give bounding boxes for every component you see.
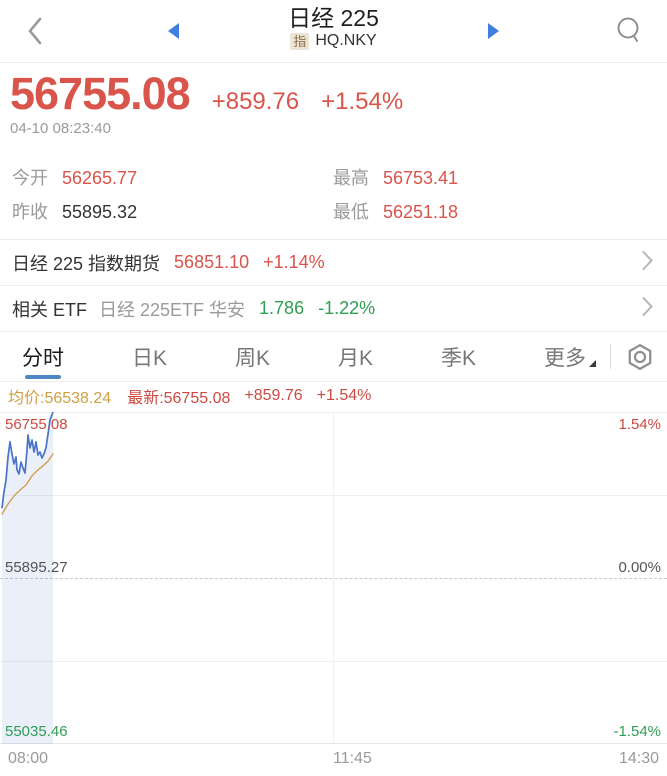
price-line-chart [1,412,54,744]
page-title: 日经 225 [288,5,379,31]
stat-low-value: 56251.18 [382,202,459,222]
futures-value: 56851.10 [174,252,250,272]
tab-quarterly-k[interactable]: 季K [440,346,476,370]
price-change: +859.76 [211,88,300,115]
latest-price-label: 最新:56755.08 [127,390,231,407]
security-code: HQ.NKY [315,32,377,49]
y-label-zero-percent: 0.00% [618,559,661,576]
stat-low: 最低 56251.18 [333,195,654,229]
tab-minute[interactable]: 分时 [22,332,64,381]
etf-value: 1.786 [259,298,305,318]
y-label-low-percent: -1.54% [613,723,661,740]
tab-daily-k[interactable]: 日K [131,346,167,370]
related-etf-row[interactable]: 相关 ETF 日经 225ETF 华安 1.786 -1.22% [0,285,667,331]
chart-legend-bar: 均价:56538.24 最新:56755.08 +859.76 +1.54% [0,382,667,410]
next-stock-icon[interactable] [488,23,499,44]
etf-change-percent: -1.22% [318,298,376,318]
tab-more-label: 更多 [543,346,586,370]
stat-prev-close: 昨收 55895.32 [12,195,333,229]
intraday-chart[interactable]: 56755.08 55895.27 55035.46 1.54% 0.00% -… [0,410,667,744]
futures-row[interactable]: 日经 225 指数期货 56851.10 +1.14% [0,239,667,285]
last-price: 56755.08 [10,68,191,119]
futures-label: 日经 225 指数期货 [12,253,161,274]
x-label-open-time: 08:00 [8,750,49,767]
average-price-label: 均价:56538.24 [8,390,112,407]
header: 日经 225 指 HQ.NKY [0,0,667,63]
futures-change-percent: +1.14% [263,252,325,272]
stat-low-label: 最低 [332,202,369,222]
stats-grid: 今开 56265.77 最高 56753.41 昨收 55895.32 最低 5… [0,149,667,239]
x-label-close-time: 14:30 [618,750,659,767]
prev-stock-icon[interactable] [168,23,179,44]
y-label-high-percent: 1.54% [618,416,661,433]
tab-more[interactable]: 更多 [544,332,596,381]
latest-change-percent: +1.54% [316,387,372,404]
stat-high-value: 56753.41 [382,168,459,188]
etf-name: 日经 225ETF 华安 [99,299,246,320]
tab-monthly-k[interactable]: 月K [337,346,373,370]
y-label-prev-close-price: 55895.27 [5,559,68,576]
chart-settings-icon[interactable] [625,332,655,381]
chevron-right-icon [642,296,653,321]
grid-line-vertical-center [333,412,334,743]
y-label-high-price: 56755.08 [5,416,68,433]
back-icon[interactable] [24,15,46,52]
x-label-mid-time: 11:45 [333,750,372,767]
price-change-percent: +1.54% [321,88,404,115]
stat-prev-close-value: 55895.32 [62,202,138,222]
chart-period-tabs: 分时 日K 周K 月K 季K 更多 [0,331,667,382]
chevron-right-icon [642,250,653,275]
latest-change: +859.76 [244,387,303,404]
tabs-divider [610,344,611,369]
y-label-low-price: 55035.46 [5,723,68,740]
quote-timestamp: 04-10 08:23:40 [10,120,111,137]
tab-weekly-k[interactable]: 周K [234,346,270,370]
stat-open-value: 56265.77 [62,168,138,188]
stat-open: 今开 56265.77 [12,161,333,195]
stat-high-label: 最高 [332,168,369,188]
quote-summary: 56755.08 +859.76 +1.54% 04-10 08:23:40 [0,63,667,149]
stat-prev-close-label: 昨收 [12,202,48,222]
stat-high: 最高 56753.41 [333,161,654,195]
search-icon[interactable] [615,15,643,50]
etf-label: 相关 ETF [12,299,87,320]
stat-open-label: 今开 [12,168,48,188]
more-dropdown-triangle-icon [588,360,596,367]
chart-x-axis: 08:00 11:45 14:30 [0,744,667,776]
security-type-badge: 指 [290,32,310,50]
